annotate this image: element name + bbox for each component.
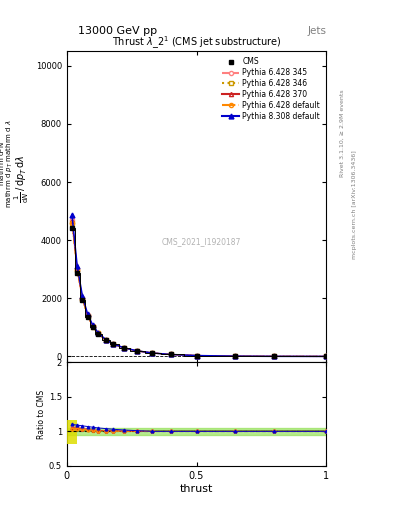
Text: Rivet 3.1.10, ≥ 2.9M events: Rivet 3.1.10, ≥ 2.9M events (340, 89, 345, 177)
Text: CMS_2021_I1920187: CMS_2021_I1920187 (162, 237, 241, 246)
X-axis label: thrust: thrust (180, 483, 213, 494)
Y-axis label: Ratio to CMS: Ratio to CMS (37, 390, 46, 439)
Title: Thrust $\lambda\_2^1$ (CMS jet substructure): Thrust $\lambda\_2^1$ (CMS jet substruct… (112, 34, 281, 51)
Text: mathrm d $p_T$ mathrm d $\lambda$: mathrm d $p_T$ mathrm d $\lambda$ (5, 119, 15, 208)
Text: 13000 GeV pp: 13000 GeV pp (78, 26, 158, 36)
Text: $\frac{1}{\mathrm{d}N}\,/\,\mathrm{d}p_T\,\mathrm{d}\lambda$: $\frac{1}{\mathrm{d}N}\,/\,\mathrm{d}p_T… (13, 155, 31, 203)
Text: mcplots.cern.ch [arXiv:1306.3436]: mcplots.cern.ch [arXiv:1306.3436] (352, 151, 357, 259)
Bar (67, 428, 326, 435)
Legend: CMS, Pythia 6.428 345, Pythia 6.428 346, Pythia 6.428 370, Pythia 6.428 default,: CMS, Pythia 6.428 345, Pythia 6.428 346,… (220, 55, 322, 123)
Bar (67, 420, 77, 444)
Text: Jets: Jets (307, 26, 326, 36)
Text: mathrm d$^2$N: mathrm d$^2$N (0, 142, 7, 186)
